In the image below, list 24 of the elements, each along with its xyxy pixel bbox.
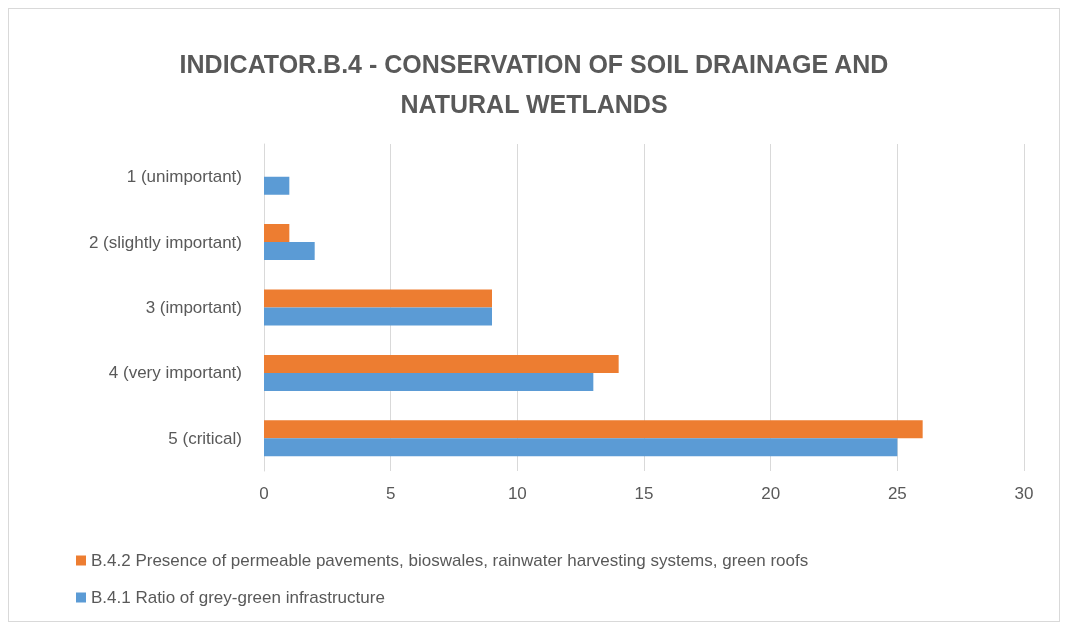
y-tick-label: 1 (unimportant) (126, 167, 242, 187)
y-tick-label: 2 (slightly important) (88, 232, 242, 252)
legend-label: B.4.2 Presence of permeable pavements, bioswales, rainwater harvesting systems, green roofs (91, 551, 809, 570)
legend-label: B.4.1 Ratio of grey-green infrastructure (91, 588, 385, 607)
bar (264, 176, 290, 195)
bar (264, 289, 492, 308)
y-tick-label: 5 (critical) (168, 428, 242, 448)
bar (264, 354, 619, 373)
bar (264, 420, 923, 439)
x-tick-label: 5 (385, 484, 396, 503)
bar (264, 438, 898, 457)
bar (264, 242, 315, 261)
x-tick-label: 0 (259, 484, 269, 503)
x-tick-label: 15 (634, 484, 654, 503)
x-tick-label: 10 (507, 484, 527, 503)
x-tick-label: 20 (761, 484, 781, 503)
x-tick-label: 30 (1014, 484, 1034, 503)
y-tick-label: 4 (very important) (108, 363, 242, 383)
bar (264, 224, 290, 243)
x-tick-label: 25 (887, 484, 907, 503)
chart-title: INDICATOR.B.4 - CONSERVATION OF SOIL DRAINAGE AND NATURAL WETLANDS (179, 50, 889, 118)
bar (264, 372, 594, 391)
y-tick-label: 3 (important) (145, 298, 242, 317)
bar (264, 307, 492, 326)
